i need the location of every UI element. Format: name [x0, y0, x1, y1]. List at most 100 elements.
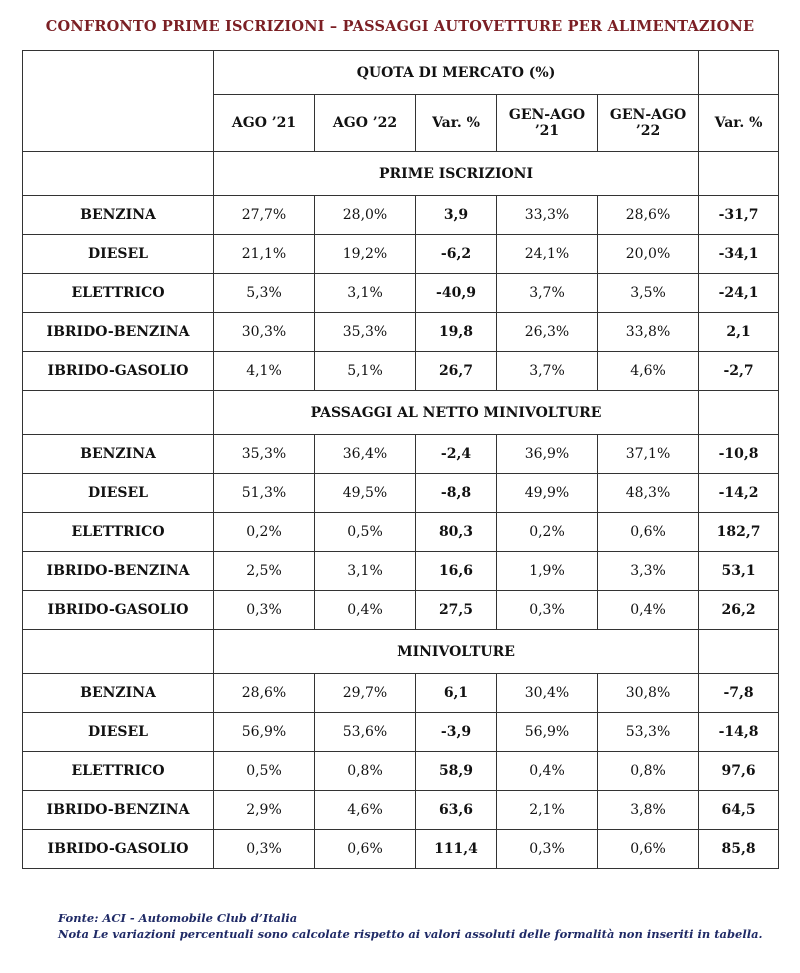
share-cell: 37,1% — [596, 434, 700, 474]
share-cell: 0,2% — [213, 512, 315, 552]
share-cell: 29,7% — [314, 673, 416, 713]
share-cell: 3,5% — [596, 273, 700, 313]
share-cell: 5,1% — [314, 351, 416, 391]
share-cell: 35,3% — [213, 434, 315, 474]
share-cell: 0,8% — [596, 751, 700, 791]
table-row: ELETTRICO 0,5% 0,8% 58,9 0,4% 0,8% 97,6 — [22, 751, 780, 791]
share-cell: 53,6% — [314, 712, 416, 752]
share-cell: 0,6% — [314, 829, 416, 869]
share-cell: 36,4% — [314, 434, 416, 474]
section-header-row: PASSAGGI AL NETTO MINIVOLTURE — [22, 390, 780, 435]
fuel-type-label: IBRIDO-GASOLIO — [22, 829, 214, 869]
share-cell: 1,9% — [496, 551, 598, 591]
variation-cell: -10,8 — [698, 434, 780, 474]
table-row: ELETTRICO 5,3% 3,1% -40,9 3,7% 3,5% -24,1 — [22, 273, 780, 313]
col-header-genago22: GEN-AGO ’22 — [596, 94, 700, 152]
share-cell: 5,3% — [213, 273, 315, 313]
variation-cell: 53,1 — [698, 551, 780, 591]
variation-cell: 19,8 — [415, 312, 497, 352]
table-row: ELETTRICO 0,2% 0,5% 80,3 0,2% 0,6% 182,7 — [22, 512, 780, 552]
share-cell: 3,1% — [314, 273, 416, 313]
table-row: DIESEL 21,1% 19,2% -6,2 24,1% 20,0% -34,1 — [22, 234, 780, 274]
share-cell: 0,8% — [314, 751, 416, 791]
fuel-type-label: IBRIDO-BENZINA — [22, 790, 214, 830]
fuel-type-label: IBRIDO-BENZINA — [22, 551, 214, 591]
share-cell: 0,6% — [596, 512, 700, 552]
share-cell: 33,8% — [596, 312, 700, 352]
variation-cell: -6,2 — [415, 234, 497, 274]
share-cell: 4,1% — [213, 351, 315, 391]
share-cell: 2,9% — [213, 790, 315, 830]
table-row: DIESEL 51,3% 49,5% -8,8 49,9% 48,3% -14,2 — [22, 473, 780, 513]
share-cell: 3,1% — [314, 551, 416, 591]
share-cell: 0,5% — [314, 512, 416, 552]
share-cell: 2,5% — [213, 551, 315, 591]
variation-cell: -2,7 — [698, 351, 780, 391]
share-cell: 3,3% — [596, 551, 700, 591]
share-cell: 49,9% — [496, 473, 598, 513]
share-cell: 33,3% — [496, 195, 598, 235]
table-row: IBRIDO-BENZINA 2,5% 3,1% 16,6 1,9% 3,3% 53,1 — [22, 551, 780, 591]
col-header-var2: Var. % — [698, 94, 780, 152]
variation-cell: 80,3 — [415, 512, 497, 552]
variation-cell: 85,8 — [698, 829, 780, 869]
col-header-ago22: AGO ’22 — [314, 94, 416, 152]
share-cell: 30,8% — [596, 673, 700, 713]
section-header-blank — [22, 390, 214, 435]
variation-cell: 3,9 — [415, 195, 497, 235]
share-cell: 0,3% — [496, 829, 598, 869]
variation-cell: 64,5 — [698, 790, 780, 830]
share-cell: 27,7% — [213, 195, 315, 235]
variation-cell: 182,7 — [698, 512, 780, 552]
table-row: BENZINA 35,3% 36,4% -2,4 36,9% 37,1% -10,8 — [22, 434, 780, 474]
share-cell: 49,5% — [314, 473, 416, 513]
section-header-blank — [22, 629, 214, 674]
variation-cell: 111,4 — [415, 829, 497, 869]
variation-cell: 27,5 — [415, 590, 497, 630]
table-row: DIESEL 56,9% 53,6% -3,9 56,9% 53,3% -14,8 — [22, 712, 780, 752]
section-header-blank — [698, 151, 780, 196]
share-cell: 36,9% — [496, 434, 598, 474]
share-cell: 0,3% — [213, 829, 315, 869]
share-cell: 30,4% — [496, 673, 598, 713]
share-cell: 51,3% — [213, 473, 315, 513]
fuel-type-label: ELETTRICO — [22, 512, 214, 552]
fuel-type-label: ELETTRICO — [22, 273, 214, 313]
quota-header: QUOTA DI MERCATO (%) — [212, 50, 700, 95]
share-cell: 48,3% — [596, 473, 700, 513]
variation-cell: 26,7 — [415, 351, 497, 391]
footer: Fonte: ACI - Automobile Club d’Italia No… — [58, 910, 778, 942]
share-cell: 2,1% — [496, 790, 598, 830]
variation-cell: 26,2 — [698, 590, 780, 630]
fuel-type-label: DIESEL — [22, 712, 214, 752]
share-cell: 35,3% — [314, 312, 416, 352]
share-cell: 0,5% — [213, 751, 315, 791]
share-cell: 0,3% — [496, 590, 598, 630]
fuel-type-label: DIESEL — [22, 234, 214, 274]
col-header-genago21: GEN-AGO ’21 — [496, 94, 598, 152]
variation-cell: 2,1 — [698, 312, 780, 352]
table-row: IBRIDO-GASOLIO 0,3% 0,6% 111,4 0,3% 0,6% 85,8 — [22, 829, 780, 869]
fuel-type-label: BENZINA — [22, 673, 214, 713]
share-cell: 0,4% — [596, 590, 700, 630]
variation-cell: -14,2 — [698, 473, 780, 513]
fuel-type-label: IBRIDO-BENZINA — [22, 312, 214, 352]
variation-cell: -24,1 — [698, 273, 780, 313]
column-header-row: AGO ’21 AGO ’22 Var. % GEN-AGO ’21 GEN-A… — [23, 94, 780, 152]
page-title: CONFRONTO PRIME ISCRIZIONI – PASSAGGI AU… — [45, 18, 755, 35]
variation-cell: -3,9 — [415, 712, 497, 752]
variation-cell: 16,6 — [415, 551, 497, 591]
fuel-type-label: IBRIDO-GASOLIO — [22, 590, 214, 630]
share-cell: 20,0% — [596, 234, 700, 274]
variation-cell: -34,1 — [698, 234, 780, 274]
share-cell: 26,3% — [496, 312, 598, 352]
section-title: PRIME ISCRIZIONI — [212, 151, 700, 196]
variation-cell: 6,1 — [415, 673, 497, 713]
section-header-blank — [698, 629, 780, 674]
fuel-type-label: BENZINA — [22, 195, 214, 235]
share-cell: 0,4% — [496, 751, 598, 791]
share-cell: 0,6% — [596, 829, 700, 869]
fuel-type-label: IBRIDO-GASOLIO — [22, 351, 214, 391]
footer-note: Nota Le variazioni percentuali sono calc… — [58, 927, 763, 941]
corner-cell — [22, 50, 214, 152]
